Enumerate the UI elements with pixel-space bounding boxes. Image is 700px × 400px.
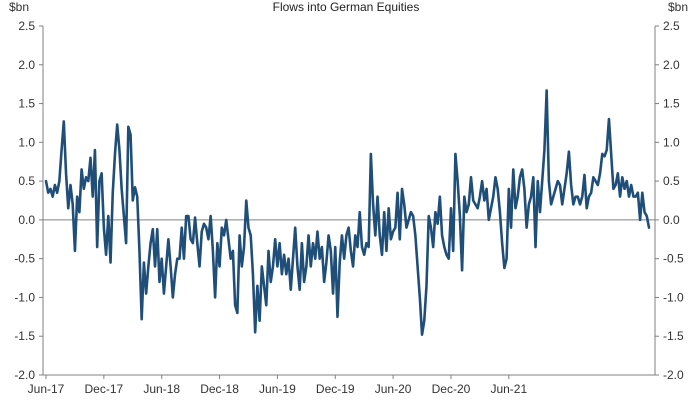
y-tick-label-left: -1.0 [14, 290, 35, 304]
y-tick-label-right: 1.5 [663, 97, 680, 111]
y-tick-label-right: 2.0 [663, 58, 680, 72]
series-line [44, 89, 651, 336]
bottom-axis: Jun-17 Dec-17 Jun-18 Dec-18 Jun-19 Dec-19 Jun-… [28, 374, 655, 396]
y-unit-left: $bn [9, 0, 29, 14]
y-tick-label-left: 2.5 [18, 19, 35, 33]
y-tick-label-right: 1.0 [663, 135, 680, 149]
x-tick-label: Jun-21 [490, 382, 527, 396]
y-tick-label-right: -2.0 [663, 368, 684, 382]
y-tick-label-left: 2.0 [18, 58, 35, 72]
x-tick-label: Dec-17 [85, 382, 124, 396]
y-tick-label-right: 0.5 [663, 174, 680, 188]
y-tick-label-left: -1.5 [14, 329, 35, 343]
y-tick-label-right: 0.0 [663, 213, 680, 227]
chart-title: Flows into German Equities [273, 0, 420, 14]
x-tick-label: Jun-20 [375, 382, 412, 396]
y-tick-label-left: 0.0 [18, 213, 35, 227]
y-tick-label-right: -1.0 [663, 290, 684, 304]
y-tick-label-right: 2.5 [663, 19, 680, 33]
y-tick-label-right: -1.5 [663, 329, 684, 343]
y-tick-label-right: -0.5 [663, 252, 684, 266]
x-tick-label: Dec-19 [316, 382, 355, 396]
y-tick-label-left: -0.5 [14, 252, 35, 266]
x-tick-label: Jun-19 [259, 382, 296, 396]
left-axis: -2.0 -1.5 -1.0 -0.5 0.0 0.5 1.0 1.5 2.0 2.5 [14, 19, 44, 382]
right-axis: -2.0 -1.5 -1.0 -0.5 0.0 0.5 1.0 1.5 2.0 2.5 [654, 19, 684, 382]
y-tick-label-left: 1.0 [18, 135, 35, 149]
x-tick-label: Jun-17 [28, 382, 65, 396]
y-unit-right: $bn [668, 0, 688, 14]
x-tick-label: Dec-18 [200, 382, 239, 396]
series-layer [44, 89, 651, 336]
y-tick-label-left: -2.0 [14, 368, 35, 382]
y-tick-label-left: 1.5 [18, 97, 35, 111]
x-tick-label: Jun-18 [143, 382, 180, 396]
y-tick-label-left: 0.5 [18, 174, 35, 188]
x-tick-label: Dec-20 [432, 382, 471, 396]
